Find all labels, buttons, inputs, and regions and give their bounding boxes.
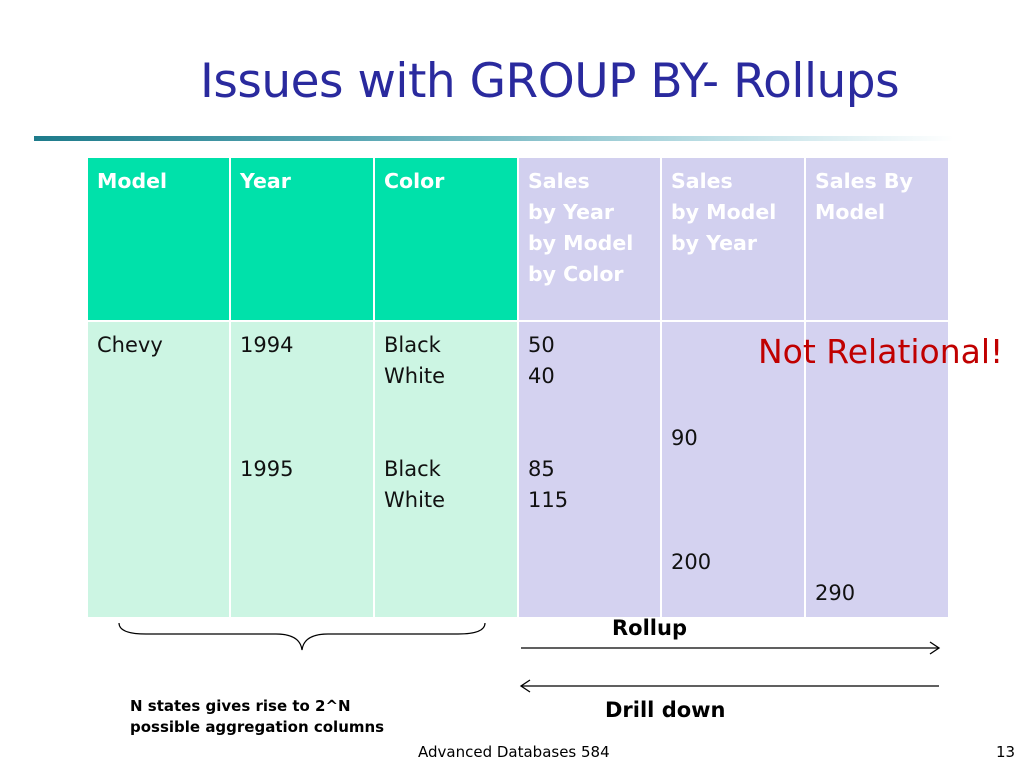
cell-sales-total: 290 — [804, 320, 950, 619]
header-sales-by-model-year: Sales by Model by Year — [660, 156, 806, 322]
table-row: Chevy 1994 1995 Black White Black White … — [86, 320, 950, 619]
not-relational-callout: Not Relational! — [758, 332, 1004, 371]
aggregation-note: N states gives rise to 2^N possible aggr… — [130, 697, 385, 736]
cell-model: Chevy — [86, 320, 231, 619]
cell-sales-detail: 50 40 85 115 — [517, 320, 662, 619]
title-underline — [34, 136, 954, 141]
rollup-arrow-icon — [521, 641, 941, 655]
header-color: Color — [373, 156, 519, 322]
curly-brace — [118, 622, 486, 651]
drill-down-arrow-icon — [519, 679, 939, 693]
page-number: 13 — [996, 743, 1016, 761]
rollup-label: Rollup — [612, 616, 687, 640]
footer-text: Advanced Databases 584 — [418, 743, 610, 761]
header-model: Model — [86, 156, 231, 322]
slide-title: Issues with GROUP BY- Rollups — [200, 54, 900, 109]
cell-color: Black White Black White — [373, 320, 519, 619]
header-year: Year — [229, 156, 375, 322]
direction-arrows — [519, 641, 941, 693]
header-sales-by-year-model-color: Sales by Year by Model by Color — [517, 156, 662, 322]
cell-year: 1994 1995 — [229, 320, 375, 619]
table-header-row: Model Year Color Sales by Year by Model … — [86, 156, 950, 322]
cell-sales-by-year: 90 200 — [660, 320, 806, 619]
header-sales-by-model: Sales By Model — [804, 156, 950, 322]
drill-down-label: Drill down — [605, 698, 726, 722]
rollup-table: Model Year Color Sales by Year by Model … — [86, 156, 950, 619]
